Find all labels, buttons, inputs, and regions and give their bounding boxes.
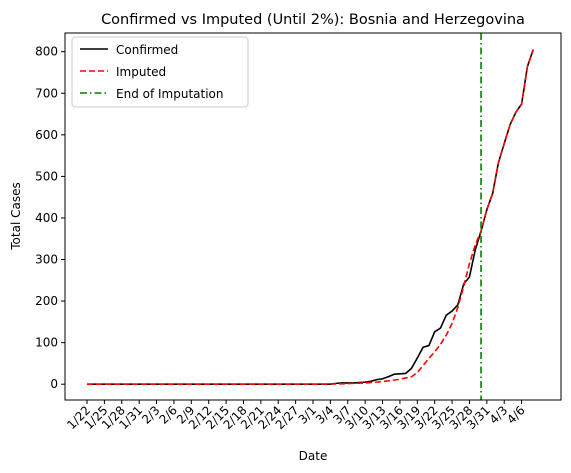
chart-title: Confirmed vs Imputed (Until 2%): Bosnia … xyxy=(101,12,525,28)
plot-marks xyxy=(87,33,534,400)
y-tick-label: 700 xyxy=(35,86,58,100)
y-tick-label: 100 xyxy=(35,336,58,350)
x-tick-label: 4/6 xyxy=(504,403,528,427)
y-tick-label: 0 xyxy=(50,377,58,391)
legend-label-imputed: Imputed xyxy=(116,65,166,79)
legend-box xyxy=(71,36,249,108)
y-tick-label: 300 xyxy=(35,253,58,267)
x-axis: 1/221/251/281/312/32/62/92/122/152/182/2… xyxy=(64,400,528,432)
legend-label-confirmed: Confirmed xyxy=(116,43,178,57)
legend: Confirmed Imputed End of Imputation xyxy=(71,36,249,108)
x-axis-label: Date xyxy=(299,449,328,463)
series-line-imputed xyxy=(87,49,534,386)
y-axis-label: Total Cases xyxy=(9,182,23,250)
y-tick-label: 800 xyxy=(35,45,58,59)
legend-label-end-of-imputation: End of Imputation xyxy=(116,87,224,101)
y-tick-label: 400 xyxy=(35,211,58,225)
y-axis: 0 100 200 300 400 500 600 700 800 xyxy=(35,45,65,391)
y-tick-label: 600 xyxy=(35,128,58,142)
y-tick-label: 200 xyxy=(35,294,58,308)
y-tick-label: 500 xyxy=(35,169,58,183)
